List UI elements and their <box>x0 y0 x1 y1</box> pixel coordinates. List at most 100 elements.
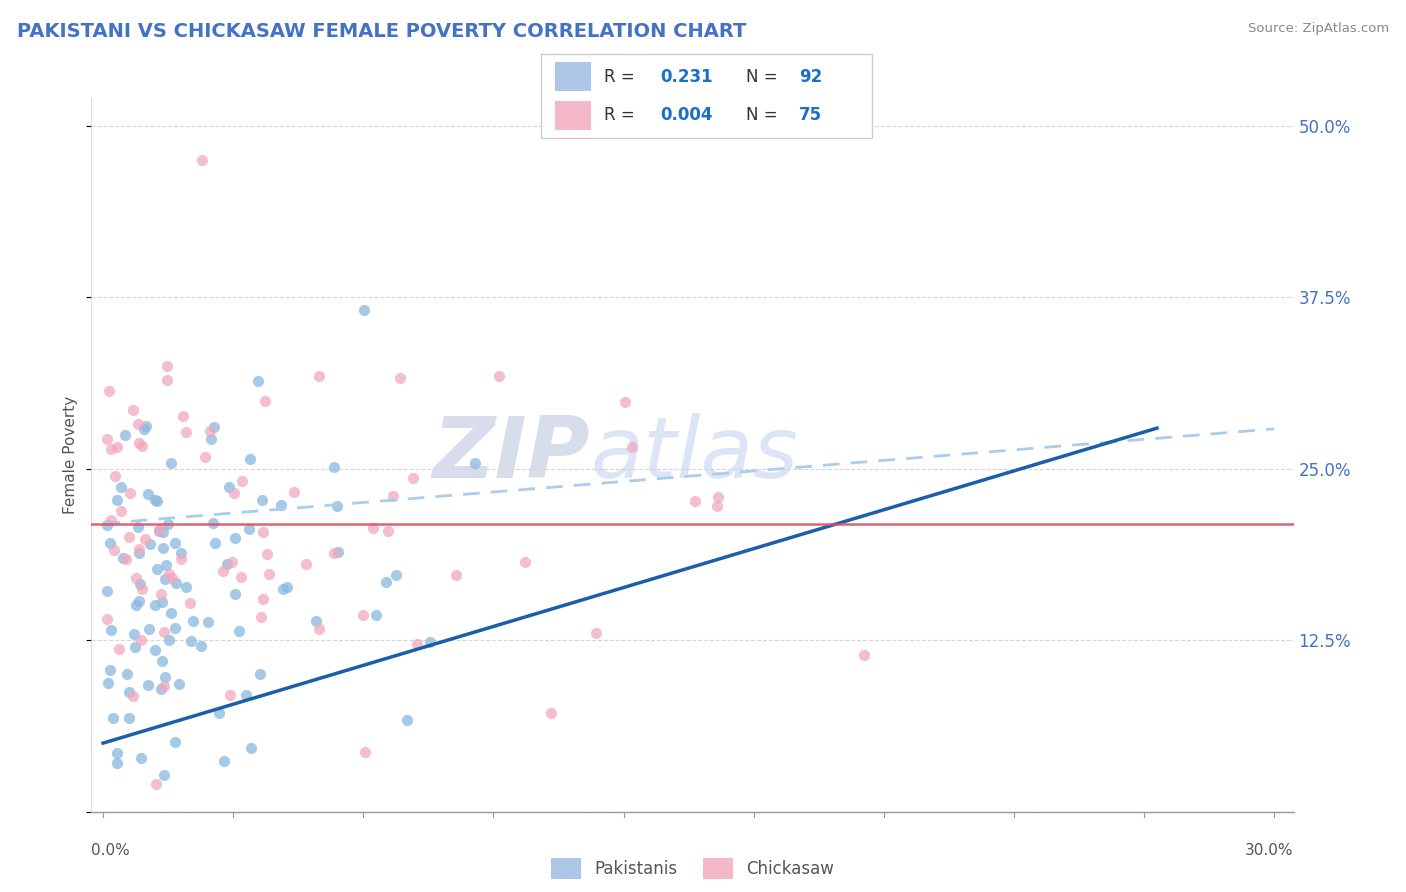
Chickasaw <box>221 555 243 569</box>
Pakistanis <box>366 607 388 622</box>
Pakistanis <box>204 536 226 550</box>
Text: PAKISTANI VS CHICKASAW FEMALE POVERTY CORRELATION CHART: PAKISTANI VS CHICKASAW FEMALE POVERTY CO… <box>17 22 747 41</box>
Pakistanis <box>152 768 174 782</box>
Chickasaw <box>131 632 153 647</box>
Pakistanis <box>152 524 174 539</box>
Pakistanis <box>326 499 349 513</box>
Pakistanis <box>136 487 159 501</box>
Pakistanis <box>98 536 121 550</box>
Pakistanis <box>124 640 146 654</box>
Pakistanis <box>150 654 173 668</box>
Chickasaw <box>191 153 214 168</box>
FancyBboxPatch shape <box>541 54 872 138</box>
Chickasaw <box>108 641 131 656</box>
Pakistanis <box>148 524 170 538</box>
Pakistanis <box>100 663 122 677</box>
Pakistanis <box>128 577 150 591</box>
Chickasaw <box>256 547 278 561</box>
Chickasaw <box>157 567 180 582</box>
Pakistanis <box>138 622 160 636</box>
Pakistanis <box>228 624 250 638</box>
Legend: Pakistanis, Chickasaw: Pakistanis, Chickasaw <box>544 852 841 886</box>
Pakistanis <box>271 582 294 596</box>
Pakistanis <box>238 522 260 536</box>
Pakistanis <box>96 583 118 598</box>
Chickasaw <box>103 543 125 558</box>
Chickasaw <box>294 558 316 572</box>
Pakistanis <box>165 621 187 635</box>
Pakistanis <box>143 599 166 613</box>
Chickasaw <box>308 622 330 636</box>
Pakistanis <box>224 587 246 601</box>
Pakistanis <box>114 427 136 442</box>
Text: N =: N = <box>747 106 778 124</box>
Chickasaw <box>323 546 346 560</box>
Text: 0.004: 0.004 <box>661 106 713 124</box>
Pakistanis <box>101 711 124 725</box>
Text: 30.0%: 30.0% <box>1246 843 1294 858</box>
Pakistanis <box>181 614 204 628</box>
Chickasaw <box>194 450 217 464</box>
Pakistanis <box>160 606 183 620</box>
Pakistanis <box>146 562 169 576</box>
Chickasaw <box>122 690 145 704</box>
Chickasaw <box>488 368 510 383</box>
Chickasaw <box>212 564 235 578</box>
Pakistanis <box>131 750 153 764</box>
Chickasaw <box>100 512 122 526</box>
Text: 92: 92 <box>799 68 823 86</box>
Chickasaw <box>405 637 427 651</box>
Text: 0.0%: 0.0% <box>91 843 131 858</box>
Pakistanis <box>208 706 231 720</box>
Chickasaw <box>229 570 252 584</box>
Pakistanis <box>100 623 122 637</box>
Pakistanis <box>174 580 197 594</box>
Pakistanis <box>155 670 177 684</box>
Chickasaw <box>198 425 221 439</box>
Chickasaw <box>377 524 399 538</box>
Chickasaw <box>174 425 197 440</box>
Text: atlas: atlas <box>591 413 799 497</box>
Pakistanis <box>165 536 187 550</box>
Chickasaw <box>683 494 706 508</box>
Pakistanis <box>111 551 134 566</box>
Chickasaw <box>110 504 132 518</box>
Text: N =: N = <box>747 68 778 86</box>
Pakistanis <box>167 676 190 690</box>
Chickasaw <box>354 745 377 759</box>
Chickasaw <box>122 403 145 417</box>
Pakistanis <box>118 711 141 725</box>
Chickasaw <box>253 393 276 408</box>
Pakistanis <box>218 480 240 494</box>
Pakistanis <box>395 713 418 727</box>
Chickasaw <box>540 706 562 721</box>
Pakistanis <box>150 594 173 608</box>
Chickasaw <box>620 440 643 454</box>
Pakistanis <box>250 492 273 507</box>
Pakistanis <box>190 639 212 653</box>
Chickasaw <box>145 777 167 791</box>
Pakistanis <box>212 755 235 769</box>
Pakistanis <box>96 517 118 532</box>
Chickasaw <box>131 439 153 453</box>
Pakistanis <box>135 418 157 433</box>
Chickasaw <box>179 596 201 610</box>
Pakistanis <box>464 456 486 470</box>
Pakistanis <box>139 537 162 551</box>
Pakistanis <box>249 667 271 681</box>
FancyBboxPatch shape <box>554 101 591 130</box>
Chickasaw <box>105 440 128 454</box>
Text: ZIP: ZIP <box>433 413 591 497</box>
Pakistanis <box>128 594 150 608</box>
Pakistanis <box>201 516 224 530</box>
Pakistanis <box>419 635 441 649</box>
Pakistanis <box>326 545 349 559</box>
Chickasaw <box>219 688 242 702</box>
Chickasaw <box>104 468 127 483</box>
Pakistanis <box>353 303 375 318</box>
Chickasaw <box>156 359 179 374</box>
Pakistanis <box>200 432 222 446</box>
Pakistanis <box>127 520 149 534</box>
Pakistanis <box>239 451 262 466</box>
Chickasaw <box>169 552 191 566</box>
